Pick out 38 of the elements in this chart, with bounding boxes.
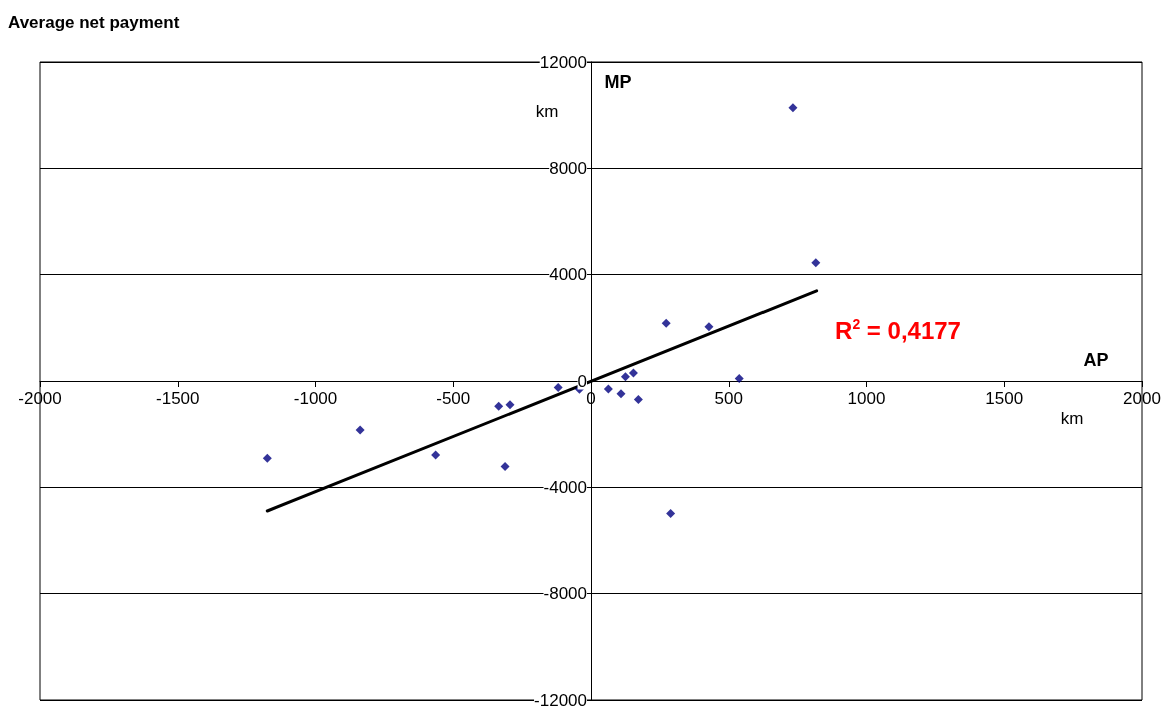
y-tick-label: 0 <box>577 371 587 391</box>
point <box>262 453 272 463</box>
x-tick-label: 1000 <box>847 389 886 408</box>
point <box>788 103 798 113</box>
x-tick-label: -1000 <box>293 389 338 408</box>
point <box>661 318 671 328</box>
point <box>494 401 504 411</box>
x-tick-label: 2000 <box>1123 389 1161 408</box>
chart-title: Average net payment <box>8 13 180 32</box>
point <box>704 322 714 332</box>
y-tick-label: -8000 <box>543 584 587 604</box>
point <box>603 384 613 394</box>
point <box>431 450 441 460</box>
point <box>628 368 638 378</box>
x-tick-label: -500 <box>436 389 471 408</box>
annotation: km <box>535 101 559 121</box>
point <box>500 462 510 472</box>
point <box>505 400 515 410</box>
point <box>666 508 676 518</box>
y-tick-label: 12000 <box>539 52 587 72</box>
annotation: km <box>1060 408 1084 428</box>
point <box>633 395 643 405</box>
x-tick-label: 1500 <box>985 389 1024 408</box>
point <box>734 374 744 384</box>
point <box>620 372 630 382</box>
x-axis-title: AP <box>1083 350 1109 370</box>
point <box>553 382 563 392</box>
y-tick-label: 4000 <box>549 265 587 285</box>
y-tick-label: -4000 <box>543 477 587 497</box>
x-tick-label: 500 <box>714 389 743 408</box>
y-tick-label: -12000 <box>534 690 587 709</box>
x-tick-label: -1500 <box>156 389 200 408</box>
y-axis-title: MP <box>604 72 632 92</box>
x-tick-label: -2000 <box>18 389 62 408</box>
point <box>811 258 821 268</box>
point <box>616 389 626 399</box>
y-tick-label: 8000 <box>549 158 587 178</box>
point <box>355 425 365 435</box>
